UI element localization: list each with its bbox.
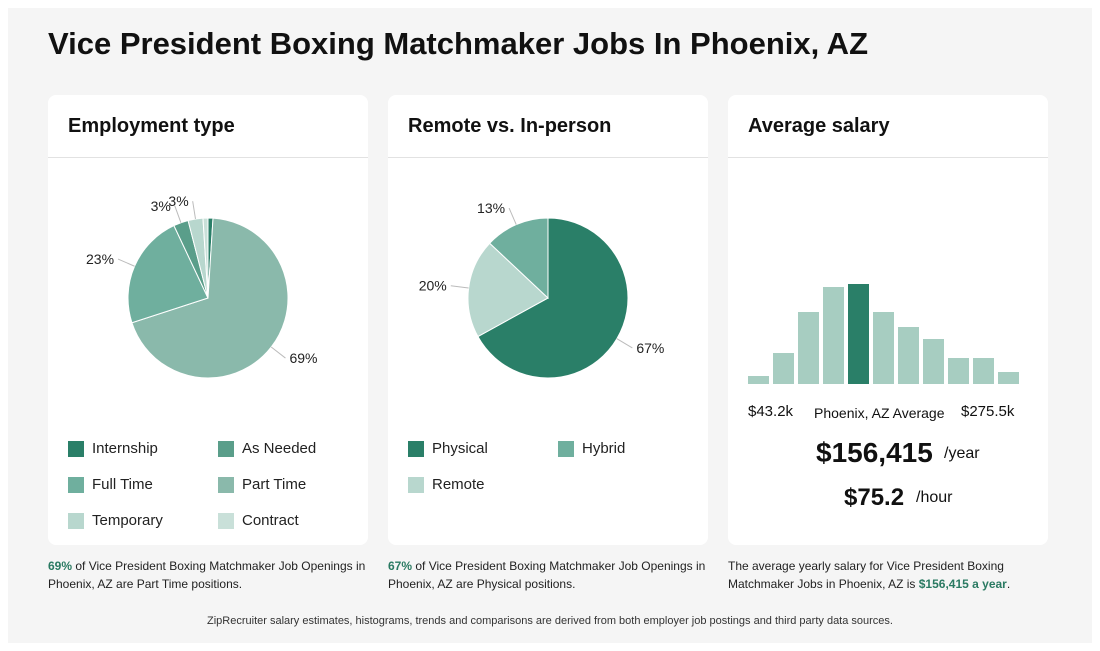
- legend-item-internship: Internship: [68, 440, 158, 457]
- employment-desc-pct: 69%: [48, 559, 73, 573]
- legend-item-contract: Contract: [218, 512, 299, 529]
- legend-label: Physical: [432, 440, 488, 457]
- employment-desc-text: of Vice President Boxing Matchmaker Job …: [48, 559, 366, 591]
- legend-item-full-time: Full Time: [68, 476, 153, 493]
- legend-label: Remote: [432, 476, 485, 493]
- legend-label: As Needed: [242, 440, 317, 457]
- legend-label: Part Time: [242, 476, 307, 493]
- legend-swatch: [68, 476, 84, 493]
- histogram-bar: [973, 358, 994, 384]
- employment-type-card: Employment type 69% 23% 3% 3% Internship As…: [48, 95, 368, 545]
- remote-card-header: Remote vs. In-person: [388, 95, 708, 158]
- pie-label-as-needed: 3%: [151, 198, 171, 214]
- salary-desc-end: .: [1006, 577, 1011, 591]
- salary-description: The average yearly salary for Vice Presi…: [728, 557, 1028, 593]
- remote-pie-chart: 67% 20% 13%: [419, 200, 664, 379]
- pie-leader-line: [616, 338, 633, 349]
- legend-label: Full Time: [92, 476, 153, 493]
- legend-swatch: [218, 440, 234, 457]
- legend-label: Internship: [92, 440, 158, 457]
- legend-label: Contract: [242, 512, 299, 529]
- legend-swatch: [68, 440, 84, 457]
- histogram-bar: [898, 327, 919, 384]
- histogram-bar: [998, 372, 1019, 384]
- histogram-bar: [823, 287, 844, 384]
- pie-slice-full-time: [127, 224, 209, 324]
- pie-leader-line: [450, 285, 469, 289]
- remote-desc-text: of Vice President Boxing Matchmaker Job …: [388, 559, 706, 591]
- yearly-unit: /year: [944, 445, 980, 462]
- histogram-bar: [948, 358, 969, 384]
- remote-card-title: Remote vs. In-person: [408, 115, 612, 137]
- pie-leader-line: [270, 346, 286, 359]
- pie-label-full-time: 23%: [86, 251, 114, 267]
- legend-swatch: [408, 440, 424, 457]
- legend-swatch: [408, 476, 424, 493]
- remote-desc-pct: 67%: [388, 559, 413, 573]
- salary-min-label: $43.2k: [748, 403, 794, 420]
- salary-center-label: Phoenix, AZ Average: [814, 405, 945, 421]
- pie-leader-line: [192, 201, 196, 220]
- pie-label-physical: 67%: [636, 340, 664, 356]
- legend-item-physical: Physical: [408, 440, 488, 457]
- pie-label-temporary: 3%: [168, 193, 188, 209]
- footer-note: ZipRecruiter salary estimates, histogram…: [207, 615, 893, 627]
- pie-leader-line: [508, 207, 517, 225]
- pie-label-hybrid: 13%: [477, 200, 505, 216]
- pie-leader-line: [117, 258, 135, 267]
- yearly-salary: $156,415: [816, 437, 933, 468]
- pie-slice-hybrid: [488, 217, 549, 300]
- legend-item-hybrid: Hybrid: [558, 440, 625, 457]
- pie-slice-remote: [467, 242, 549, 338]
- employment-description: 69% of Vice President Boxing Matchmaker …: [48, 557, 373, 593]
- pie-slice-contract: [202, 217, 209, 299]
- legend-swatch: [558, 440, 574, 457]
- legend-item-part-time: Part Time: [218, 476, 306, 493]
- remote-card: Remote vs. In-person 67% 20% 13% Physical …: [388, 95, 708, 545]
- histogram-bar: [798, 312, 819, 384]
- histogram-bar: [848, 284, 869, 384]
- pie-label-part-time: 69%: [289, 350, 317, 366]
- pie-slice-part-time: [131, 217, 289, 379]
- employment-card-header: Employment type: [48, 95, 368, 158]
- employment-pie-chart: 69% 23% 3%3%: [86, 193, 317, 379]
- pie-leader-line: [174, 205, 182, 223]
- hourly-salary: $75.2: [844, 484, 905, 511]
- legend-swatch: [218, 512, 234, 529]
- legend-label: Hybrid: [582, 440, 626, 457]
- page-title: Vice President Boxing Matchmaker Jobs In…: [48, 26, 869, 61]
- legend-label: Temporary: [92, 512, 163, 529]
- pie-label-remote: 20%: [419, 278, 447, 294]
- legend-swatch: [218, 476, 234, 493]
- salary-desc-text: The average yearly salary for Vice Presi…: [728, 559, 1004, 591]
- histogram-bar: [923, 339, 944, 384]
- salary-histogram: [748, 284, 1019, 384]
- histogram-bar: [873, 312, 894, 384]
- employment-card-title: Employment type: [68, 115, 235, 137]
- histogram-bar: [748, 376, 769, 384]
- remote-description: 67% of Vice President Boxing Matchmaker …: [388, 557, 713, 593]
- histogram-bar: [773, 353, 794, 384]
- salary-max-label: $275.5k: [961, 403, 1015, 420]
- hourly-unit: /hour: [916, 489, 953, 506]
- legend-item-remote: Remote: [408, 476, 485, 493]
- legend-item-as-needed: As Needed: [218, 440, 316, 457]
- legend-swatch: [68, 512, 84, 529]
- salary-desc-highlight: $156,415 a year: [918, 577, 1007, 591]
- salary-card-title: Average salary: [748, 115, 890, 137]
- salary-card-header: Average salary: [728, 95, 1048, 158]
- page: Vice President Boxing Matchmaker Jobs In…: [8, 8, 1092, 643]
- legend-item-temporary: Temporary: [68, 512, 163, 529]
- salary-card: Average salary $43.2k Phoenix, AZ Averag…: [728, 95, 1048, 545]
